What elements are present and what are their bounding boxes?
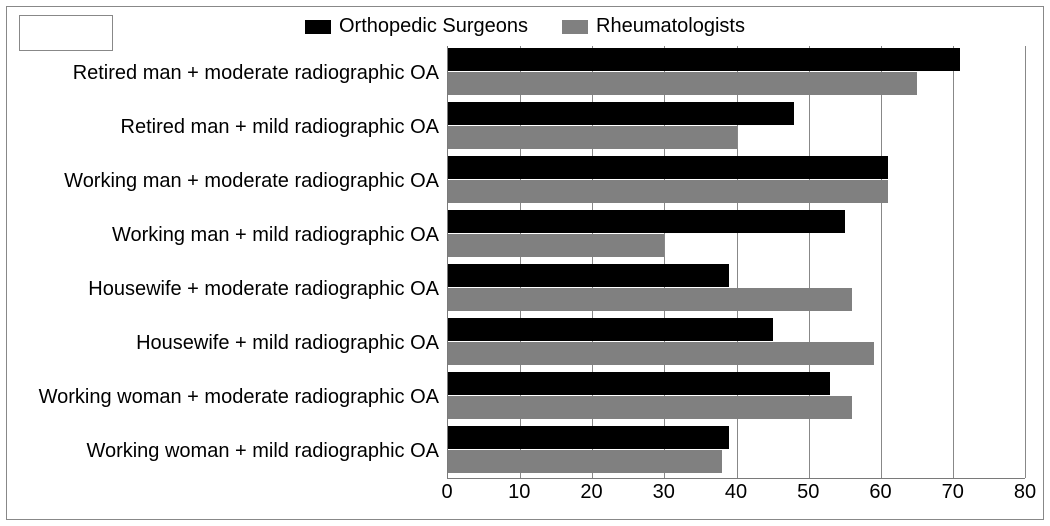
bar-orthopedic <box>448 210 845 233</box>
bar-rheum <box>448 450 722 473</box>
x-axis-tick: 80 <box>1014 481 1036 504</box>
category-slot <box>448 424 1025 478</box>
bar-rheum <box>448 180 888 203</box>
chart-container: Orthopedic Surgeons Rheumatologists Reti… <box>6 6 1044 520</box>
y-axis-label: Retired man + mild radiographic OA <box>17 117 439 138</box>
legend-label-orthopedic: Orthopedic Surgeons <box>339 15 528 38</box>
legend-blank-box <box>19 15 113 51</box>
plot-wrap: Retired man + moderate radiographic OA Re… <box>7 42 1043 479</box>
chart-frame: Orthopedic Surgeons Rheumatologists Reti… <box>0 0 1050 526</box>
bar-rheum <box>448 126 737 149</box>
legend: Orthopedic Surgeons Rheumatologists <box>7 7 1043 42</box>
category-slot <box>448 316 1025 370</box>
bar-orthopedic <box>448 264 729 287</box>
x-axis-row: 0 10 20 30 40 50 60 70 80 <box>7 479 1043 519</box>
bar-rheum <box>448 234 664 257</box>
bar-rheum <box>448 72 917 95</box>
y-axis-labels: Retired man + moderate radiographic OA Re… <box>17 46 447 479</box>
x-axis-tick: 0 <box>441 481 452 504</box>
bar-rheum <box>448 342 874 365</box>
legend-swatch-orthopedic <box>305 20 331 34</box>
plot-area <box>447 46 1025 479</box>
legend-item-orthopedic: Orthopedic Surgeons <box>305 15 528 38</box>
category-slot <box>448 46 1025 100</box>
legend-label-rheum: Rheumatologists <box>596 15 745 38</box>
bar-orthopedic <box>448 372 830 395</box>
bar-orthopedic <box>448 102 794 125</box>
category-slot <box>448 262 1025 316</box>
y-axis-label: Retired man + moderate radiographic OA <box>17 63 439 84</box>
category-slot <box>448 100 1025 154</box>
bar-orthopedic <box>448 156 888 179</box>
legend-item-rheum: Rheumatologists <box>562 15 745 38</box>
x-axis-tick: 50 <box>797 481 819 504</box>
bar-orthopedic <box>448 426 729 449</box>
x-axis-tick: 20 <box>580 481 602 504</box>
category-slot <box>448 154 1025 208</box>
grid-line <box>1025 46 1026 478</box>
y-axis-label: Working man + mild radiographic OA <box>17 225 439 246</box>
y-axis-label: Housewife + moderate radiographic OA <box>17 279 439 300</box>
category-slot <box>448 208 1025 262</box>
x-axis-tick: 10 <box>508 481 530 504</box>
y-axis-label: Working woman + mild radiographic OA <box>17 441 439 462</box>
y-axis-label: Housewife + mild radiographic OA <box>17 333 439 354</box>
legend-swatch-rheum <box>562 20 588 34</box>
bar-orthopedic <box>448 318 773 341</box>
x-axis-tick: 40 <box>725 481 747 504</box>
category-slot <box>448 370 1025 424</box>
y-axis-label: Working man + moderate radiographic OA <box>17 171 439 192</box>
bar-orthopedic <box>448 48 960 71</box>
x-axis-spacer <box>17 481 447 509</box>
x-axis-tick: 30 <box>653 481 675 504</box>
bar-rheum <box>448 396 852 419</box>
x-axis-ticks: 01020304050607080 <box>447 481 1025 509</box>
y-axis-label: Working woman + moderate radiographic OA <box>17 387 439 408</box>
x-axis-tick: 70 <box>942 481 964 504</box>
x-axis-tick: 60 <box>869 481 891 504</box>
bar-rheum <box>448 288 852 311</box>
